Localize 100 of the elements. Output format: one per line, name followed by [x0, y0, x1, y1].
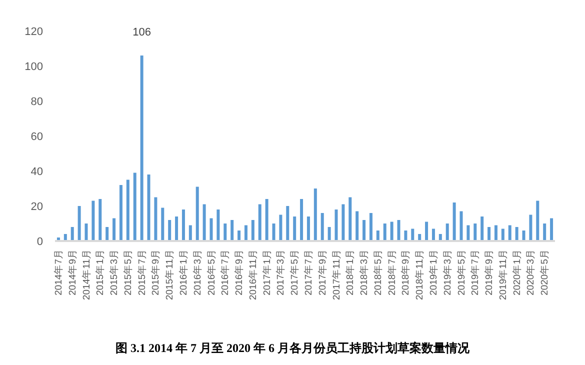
bar — [272, 224, 276, 241]
y-tick-label: 100 — [24, 61, 43, 73]
x-tick-label: 2017年7月 — [302, 249, 314, 296]
bar — [452, 202, 456, 241]
bar — [390, 222, 394, 241]
x-tick-label: 2018年9月 — [400, 249, 412, 296]
bar — [550, 218, 554, 241]
x-tick-label: 2015年11月 — [164, 249, 176, 300]
x-tick-label: 2014年9月 — [66, 249, 78, 296]
x-tick-label: 2014年7月 — [52, 249, 64, 296]
bar — [460, 211, 463, 241]
y-tick-label: 40 — [30, 166, 43, 178]
bar — [154, 197, 158, 241]
bar — [432, 228, 435, 241]
bar — [147, 174, 150, 241]
x-tick-label: 2019年11月 — [496, 249, 509, 300]
bar — [133, 172, 136, 241]
bar — [210, 218, 213, 241]
bar — [362, 220, 366, 241]
caption: 图 3.1 2014 年 7 月至 2020 年 6 月各月份员工持股计划草案数量情况 — [116, 341, 470, 355]
y-tick-label: 80 — [30, 96, 43, 108]
bar — [70, 227, 74, 241]
bar — [286, 206, 290, 241]
bar — [98, 199, 102, 241]
bar — [494, 225, 498, 241]
bar — [161, 208, 164, 241]
x-tick-label: 2018年7月 — [386, 249, 398, 296]
bar — [383, 224, 386, 241]
y-tick-label: 0 — [36, 236, 43, 248]
x-tick-label: 2017年3月 — [274, 249, 287, 296]
bar — [112, 218, 116, 241]
bar — [230, 220, 234, 241]
bar — [446, 224, 449, 241]
x-tick-label: 2015年3月 — [108, 249, 120, 296]
x-tick-label: 2018年3月 — [358, 249, 370, 296]
bar — [279, 214, 282, 241]
bar — [515, 227, 518, 241]
y-tick-label: 60 — [30, 131, 43, 143]
bar — [314, 188, 317, 241]
bar — [328, 227, 331, 241]
x-tick-label: 2014年11月 — [80, 249, 92, 300]
bar — [342, 204, 345, 241]
x-tick-label: 2015年9月 — [150, 249, 162, 296]
bar — [404, 230, 408, 241]
x-tick-label: 2016年9月 — [233, 249, 246, 296]
bar — [92, 200, 95, 241]
bar — [196, 186, 199, 241]
bar — [251, 220, 254, 241]
x-tick-label: 2018年11月 — [414, 249, 426, 300]
bar — [140, 56, 144, 241]
bar — [126, 180, 130, 241]
bar — [529, 214, 532, 241]
bar — [238, 230, 241, 241]
bar — [106, 227, 109, 241]
y-tick-label: 120 — [24, 26, 43, 38]
x-tick-label: 2019年5月 — [455, 249, 468, 296]
bar — [265, 199, 268, 241]
bar — [84, 224, 88, 241]
bar — [224, 224, 227, 241]
x-tick-label: 2015年7月 — [136, 249, 148, 296]
x-tick-label: 2020年5月 — [538, 249, 551, 296]
x-tick-label: 2016年3月 — [191, 249, 204, 296]
bar — [175, 216, 178, 241]
bar — [536, 200, 540, 241]
bar — [202, 204, 206, 241]
x-tick-label: 2020年1月 — [510, 249, 523, 296]
bar — [376, 230, 380, 241]
x-tick-label: 2018年5月 — [372, 249, 384, 296]
x-tick-label: 2018年1月 — [344, 249, 356, 296]
bar — [356, 211, 359, 241]
bar — [334, 210, 338, 241]
x-tick-label: 2019年1月 — [427, 249, 440, 296]
x-tick-label: 2017年11月 — [330, 249, 342, 300]
bar — [397, 220, 400, 241]
bar — [522, 230, 526, 241]
bar — [466, 225, 470, 241]
x-tick-label: 2017年5月 — [288, 249, 301, 296]
bar — [543, 224, 546, 241]
bar — [258, 204, 262, 241]
bar — [293, 216, 296, 241]
x-tick-label: 2020年3月 — [524, 249, 537, 296]
bar — [306, 216, 310, 241]
bar — [320, 213, 324, 241]
x-tick-label: 2016年1月 — [177, 249, 190, 296]
x-tick-label: 2015年1月 — [94, 249, 106, 296]
x-tick-label: 2019年3月 — [441, 249, 454, 296]
x-tick-label: 2017年9月 — [316, 249, 328, 296]
bar — [508, 225, 512, 241]
bar — [188, 225, 192, 241]
bar — [488, 227, 491, 241]
x-tick-label: 2016年7月 — [219, 249, 232, 296]
bar — [411, 228, 414, 241]
bar — [474, 224, 477, 241]
bar — [348, 197, 352, 241]
bar — [501, 228, 504, 241]
bar — [182, 210, 185, 241]
bar — [216, 210, 220, 241]
bar — [119, 185, 122, 241]
y-tick-label: 20 — [30, 201, 43, 213]
x-tick-label: 2016年5月 — [205, 249, 218, 296]
